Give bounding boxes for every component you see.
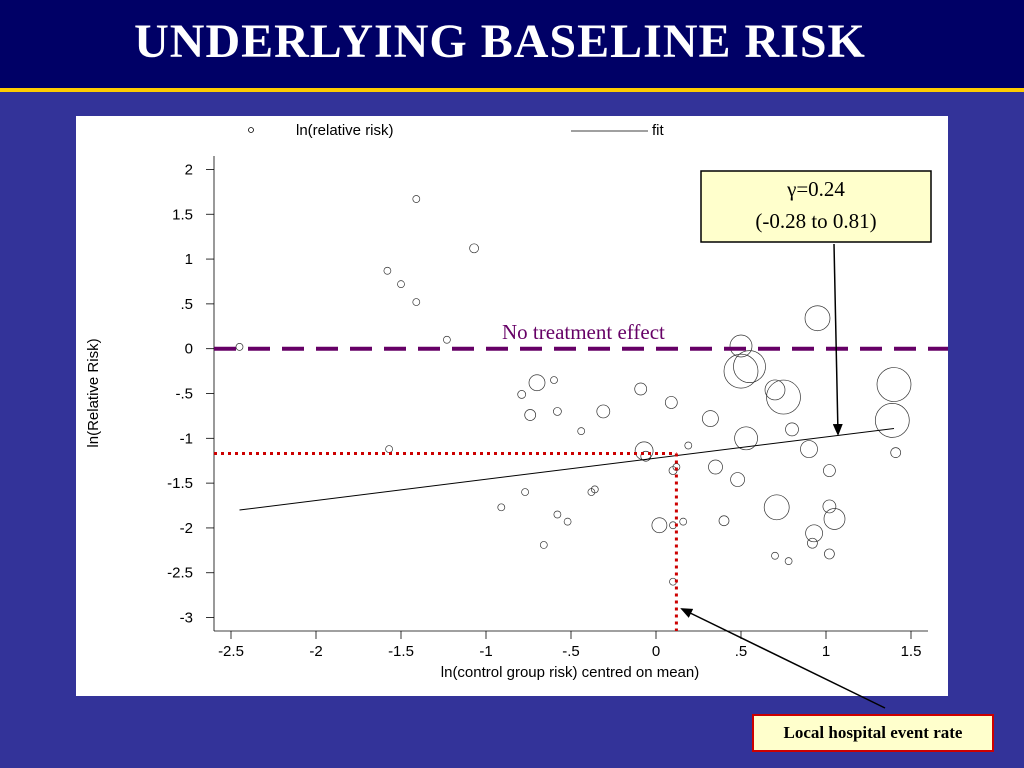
data-point [664,396,678,409]
y-tick-label: -2.5 [167,565,193,582]
data-point [764,379,786,401]
data-point [807,537,818,549]
gamma-interval: (-0.28 to 0.81) [755,209,876,233]
y-tick-label: 2 [185,161,193,178]
gamma-value: γ=0.24 [786,177,845,201]
data-point [718,515,730,527]
data-point [822,499,837,514]
x-tick-label: -.5 [562,643,580,660]
data-point [723,353,759,389]
local-rate-label: Local hospital event rate [783,723,963,742]
data-point [563,517,572,526]
y-tick-label: 1 [185,251,193,268]
data-point [412,195,421,203]
x-tick-label: -2.5 [218,643,244,660]
data-point [734,426,758,451]
y-tick-label: .5 [180,296,193,313]
data-point [730,472,745,487]
data-point [550,376,558,384]
y-tick-label: -1 [180,430,193,447]
data-point [383,266,392,275]
legend-label-fit: fit [652,122,665,139]
data-point [890,447,902,459]
x-tick-label: 1.5 [901,643,922,660]
data-point [469,243,479,254]
data-point [708,459,723,475]
scatter-chart: ln(relative risk) fit 21.51.50-.5-1-1.5-… [85,122,948,681]
y-tick-label: 1.5 [172,206,193,223]
y-tick-label: -1.5 [167,475,193,492]
chart-panel: ln(relative risk) fit 2 1.5 1.5 0 -.5 -1 -1.5-… [76,116,948,696]
data-point [539,541,548,549]
gamma-callout-box [700,170,932,243]
data-point [763,494,790,521]
y-tick-label: -2 [180,520,193,537]
data-point [553,510,562,519]
data-point [596,404,611,419]
x-tick-label: .5 [735,643,748,660]
legend: ln(relative risk) fit [248,122,665,139]
title-bar [0,0,1024,88]
data-point [729,334,753,358]
title-rule [0,88,1024,92]
data-point [679,517,688,526]
data-point [640,450,652,462]
data-point [785,422,799,437]
data-point [651,517,668,534]
data-point [235,343,244,351]
data-point [684,441,693,450]
data-point [412,298,421,306]
x-tick-label: 1 [822,643,830,660]
gamma-arrow [832,243,843,436]
data-point [397,280,405,289]
x-axis-title: ln(control group risk) centred on mean) [441,664,699,681]
x-tick-label: 0 [652,643,660,660]
data-point [524,409,537,421]
y-tick-label: -3 [180,610,193,627]
x-tick-label: -1.5 [388,643,414,660]
data-point [823,508,846,530]
slide-title: UNDERLYING BASELINE RISK [134,15,866,68]
data-point [521,488,529,496]
data-point [823,464,836,477]
data-point [766,379,801,415]
data-point [733,350,766,383]
data-point [590,485,599,494]
data-point [634,382,648,396]
data-point [800,440,818,458]
legend-label-points: ln(relative risk) [296,122,394,139]
data-point [553,407,562,416]
data-point [517,390,527,399]
y-axis-title: ln(Relative Risk) [85,338,102,447]
x-tick-label: -2 [309,643,322,660]
data-point [824,548,835,560]
data-point [528,374,546,392]
no-effect-label: No treatment effect [502,320,665,344]
y-tick-label: -.5 [175,386,193,403]
overlays [214,243,948,631]
data-points [235,195,912,586]
data-point [804,305,831,332]
data-point [577,427,586,435]
fit-line [239,427,895,511]
local-rate-callout: Local hospital event rate [752,714,994,752]
legend-marker-points [248,127,254,133]
data-point [784,557,793,565]
data-point [443,335,451,344]
data-point [497,503,506,512]
data-point [876,367,912,402]
data-point [874,403,910,438]
x-tick-label: -1 [479,643,492,660]
data-point [385,445,393,453]
gamma-callout: γ=0.24 (-0.28 to 0.81) [700,170,932,243]
axes: 21.51.50-.5-1-1.5-2-2.5-3-2.5 -2 -1.5 -1 -.5… [167,156,928,660]
y-tick-label: 0 [185,341,193,358]
data-point [771,551,779,560]
data-point [805,524,823,543]
data-point [702,410,719,427]
